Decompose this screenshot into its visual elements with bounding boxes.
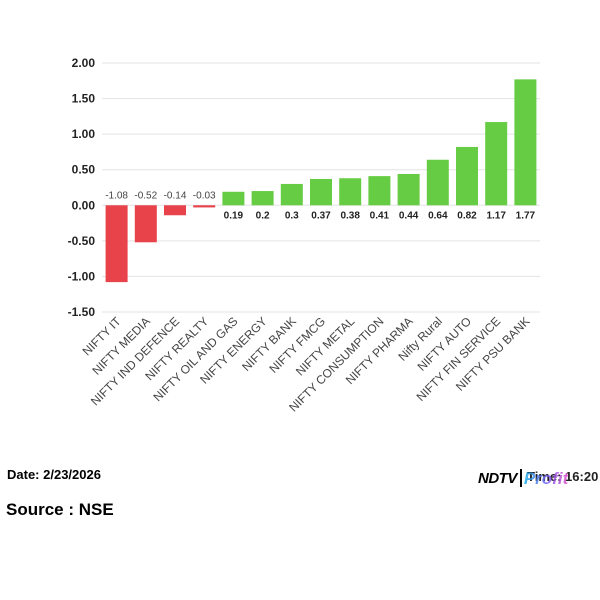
bar xyxy=(280,183,303,206)
data-label: -0.14 xyxy=(164,190,187,201)
data-label: -0.03 xyxy=(193,190,216,201)
logo-sub: Profit xyxy=(523,468,569,488)
y-tick-label: -1.00 xyxy=(68,269,96,283)
ndtv-profit-logo: NDTV Profit xyxy=(478,467,568,489)
data-label: -0.52 xyxy=(134,190,157,201)
source-label: Source : NSE xyxy=(6,500,114,519)
bar xyxy=(368,176,391,206)
data-label: 0.2 xyxy=(256,210,270,221)
bar xyxy=(193,205,216,208)
data-label: 0.44 xyxy=(399,210,419,221)
data-label: 1.17 xyxy=(486,210,506,221)
bar xyxy=(426,159,449,206)
y-tick-label: -0.50 xyxy=(68,234,96,248)
data-label: 1.77 xyxy=(516,210,536,221)
bar xyxy=(339,178,362,206)
y-tick-label: 1.00 xyxy=(72,127,96,141)
bar xyxy=(514,79,537,206)
data-label: 0.82 xyxy=(457,210,477,221)
bar xyxy=(456,146,478,206)
bar xyxy=(134,205,157,243)
bar xyxy=(310,178,332,206)
data-label: -1.08 xyxy=(105,190,128,201)
bar xyxy=(251,191,274,206)
bar xyxy=(222,191,245,206)
data-label: 0.3 xyxy=(285,210,299,221)
date-label: Date: 2/23/2026 xyxy=(7,467,101,482)
time-label: Time: 16:20 xyxy=(527,469,599,484)
y-tick-label: 0.00 xyxy=(72,198,96,212)
data-label: 0.19 xyxy=(224,210,244,221)
bar xyxy=(105,205,128,283)
y-tick-label: 2.00 xyxy=(72,56,96,70)
bar xyxy=(164,205,186,216)
data-label: 0.41 xyxy=(370,210,390,221)
data-label: 0.37 xyxy=(311,210,331,221)
bar xyxy=(397,173,420,206)
bar-chart: 2.00 1.50 1.00 0.50 0.00 -0.50 -1.00 -1.50 -1.08… xyxy=(68,56,540,414)
y-tick-label: 0.50 xyxy=(72,163,96,177)
y-tick-label: -1.50 xyxy=(68,305,96,319)
data-label: 0.38 xyxy=(340,210,360,221)
logo-wordmark: NDTV xyxy=(478,469,517,487)
y-tick-label: 1.50 xyxy=(72,92,96,106)
logo-separator xyxy=(519,469,522,487)
bar xyxy=(485,122,508,206)
data-label: 0.64 xyxy=(428,210,448,221)
